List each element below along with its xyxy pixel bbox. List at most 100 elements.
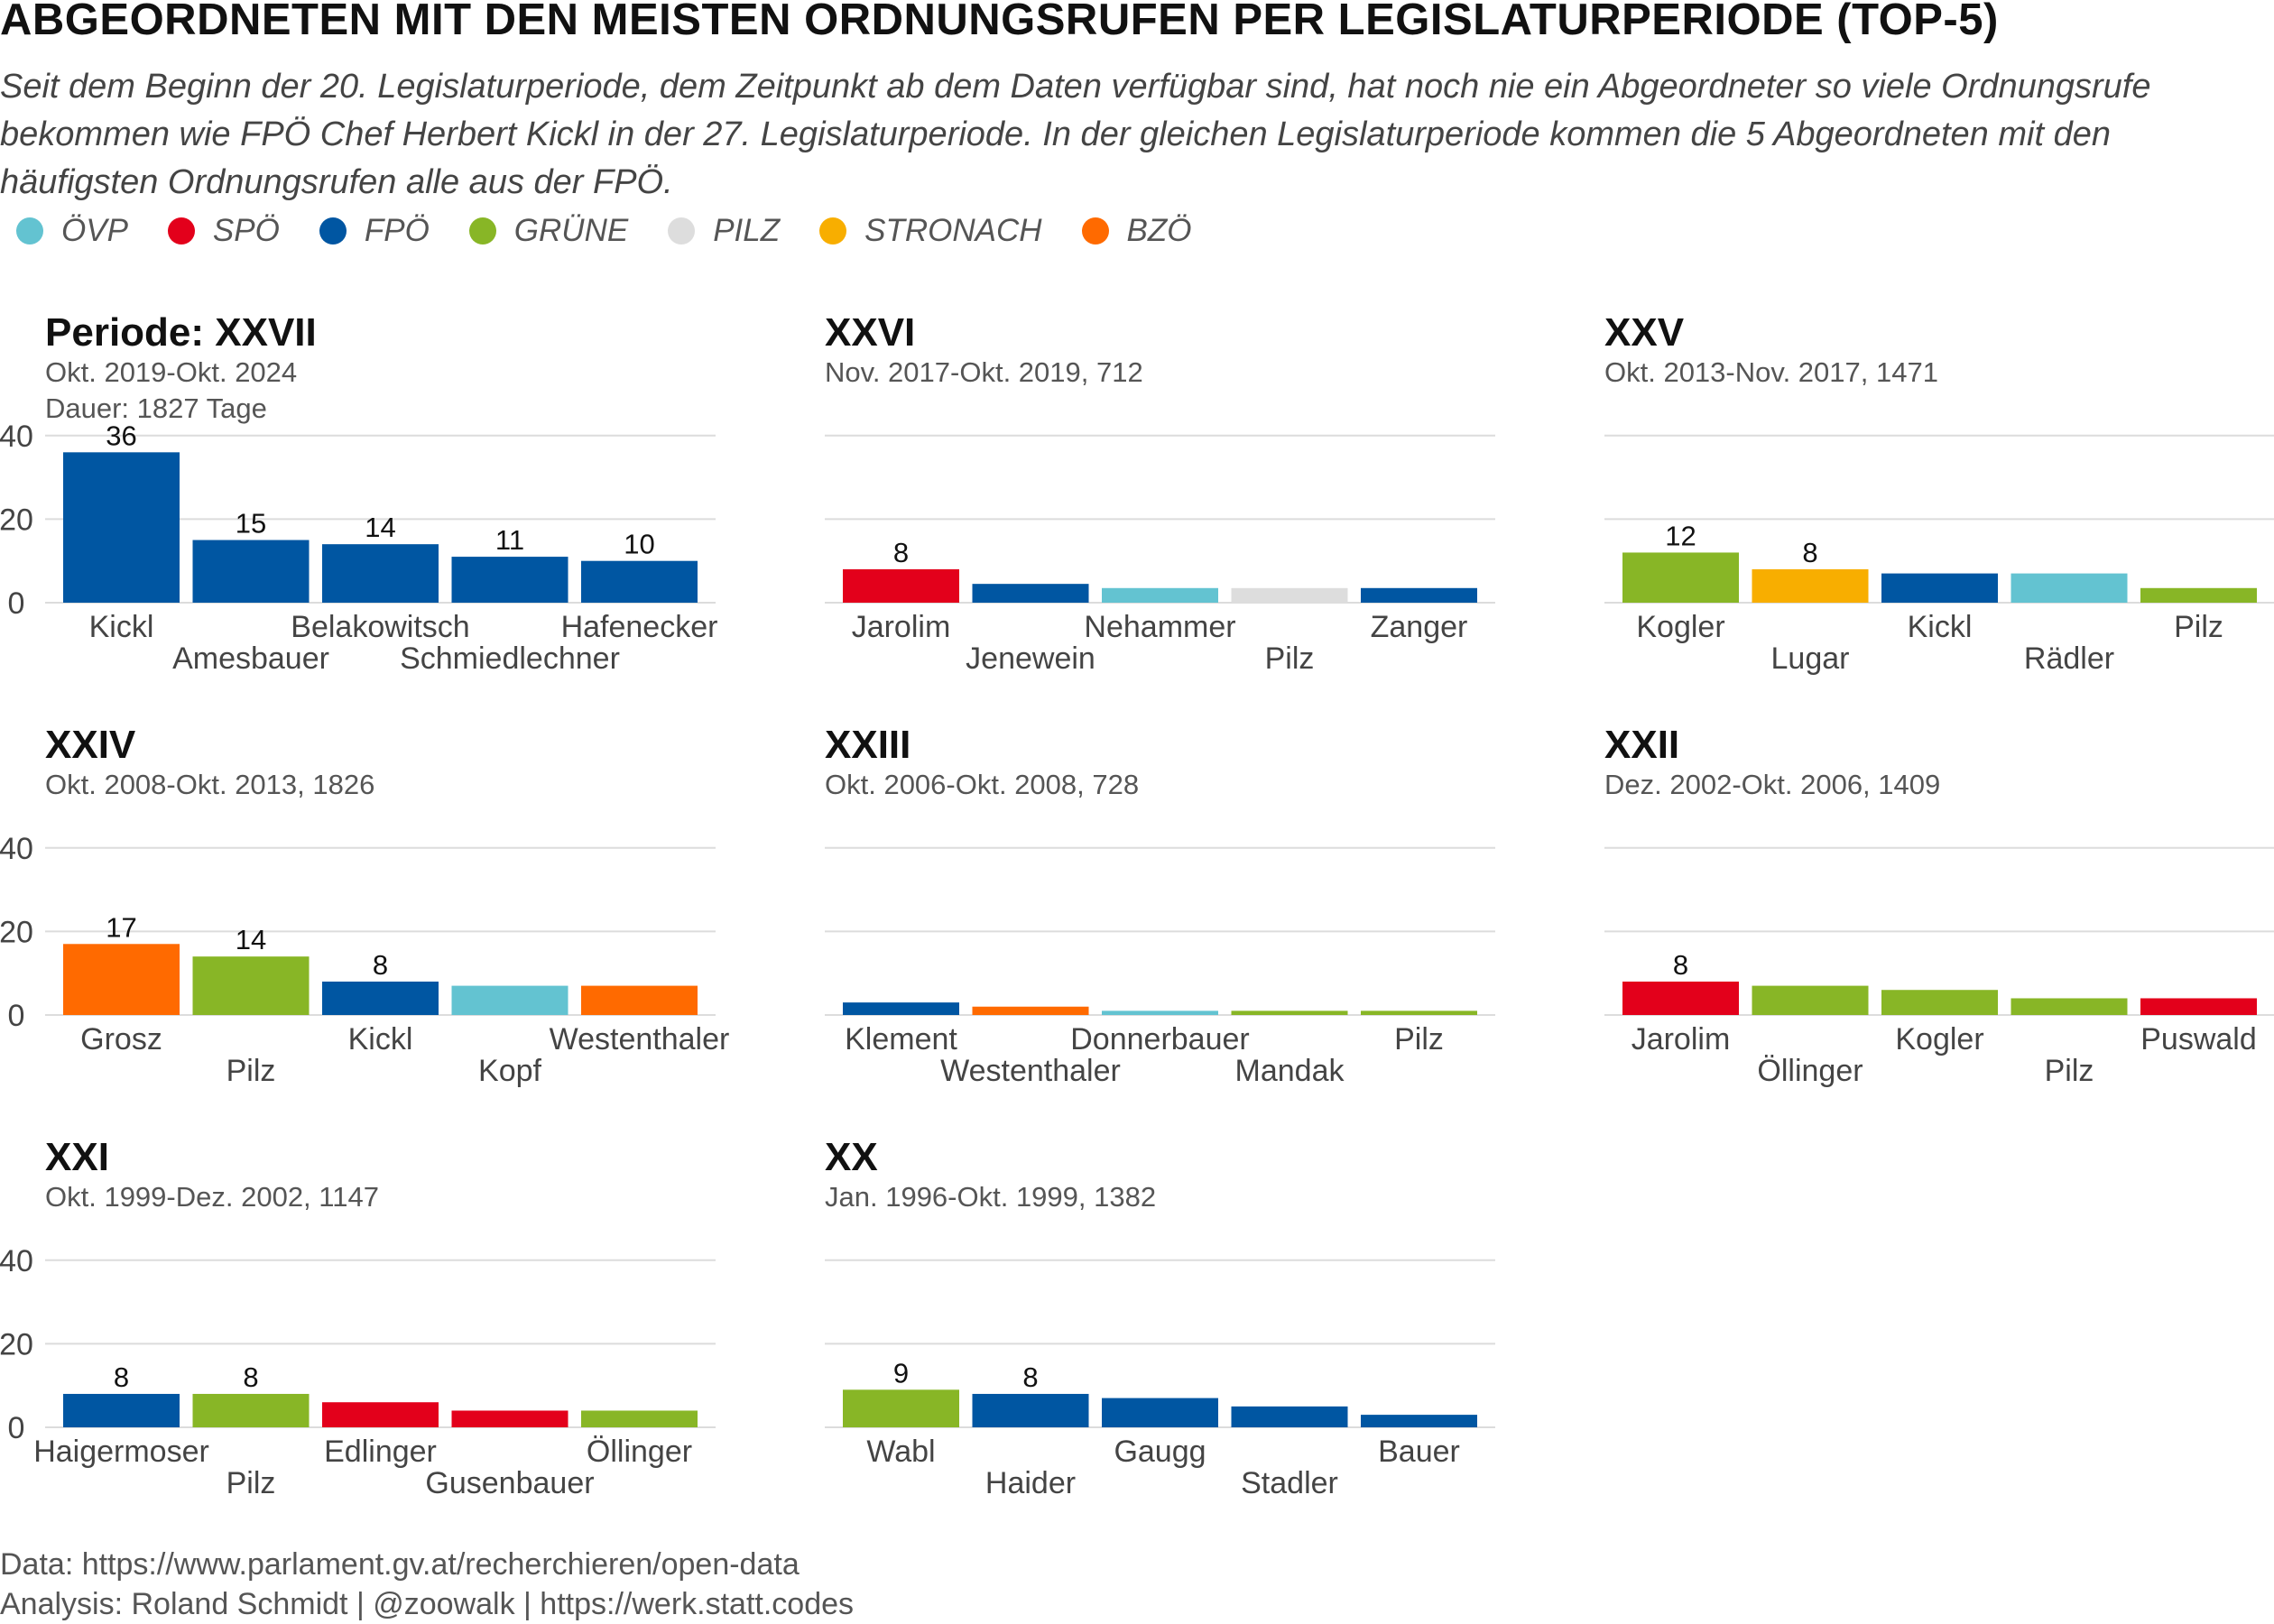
panel-subtitle: Okt. 2019-Okt. 2024 xyxy=(45,356,297,388)
x-tick-label: Westenthaler xyxy=(550,1022,730,1057)
x-tick-label: Öllinger xyxy=(1757,1054,1863,1088)
panel-title: XXIV xyxy=(45,723,136,767)
panel-title: XXII xyxy=(1604,723,1679,767)
caption-data-source: Data: https://www.parlament.gv.at/recher… xyxy=(0,1547,800,1582)
caption-analysis: Analysis: Roland Schmidt | @zoowalk | ht… xyxy=(0,1587,855,1621)
bar-mandak xyxy=(1231,1010,1348,1015)
bar-öllinger xyxy=(1752,985,1869,1015)
y-tick-label: 0 xyxy=(8,586,25,621)
x-tick-label: Haider xyxy=(985,1466,1076,1500)
x-tick-label: Mandak xyxy=(1235,1054,1345,1088)
panel-title: Periode: XXVII xyxy=(45,310,317,355)
x-tick-label: Edlinger xyxy=(324,1435,437,1469)
panel-subtitle: Okt. 2008-Okt. 2013, 1826 xyxy=(45,769,374,800)
y-tick-label: 40 xyxy=(0,1244,33,1278)
x-tick-label: Stadler xyxy=(1241,1466,1338,1500)
bar-jenewein xyxy=(972,584,1089,603)
panel-title: XX xyxy=(825,1135,878,1179)
legend-swatch-bzoe xyxy=(1081,217,1109,245)
bar-öllinger xyxy=(581,1410,698,1427)
panel-subtitle: Okt. 2013-Nov. 2017, 1471 xyxy=(1604,356,1938,388)
y-tick-label: 0 xyxy=(8,999,25,1033)
bar-zanger xyxy=(1361,587,1477,603)
bar-value-label: 17 xyxy=(106,911,136,943)
bar-value-label: 14 xyxy=(365,512,395,543)
legend-swatch-oevp xyxy=(16,217,43,245)
bar-value-label: 9 xyxy=(893,1357,909,1389)
bar-schmiedlechner xyxy=(451,557,568,603)
y-tick-label: 20 xyxy=(0,915,33,949)
panel-subtitle: Okt. 2006-Okt. 2008, 728 xyxy=(825,769,1139,800)
legend-swatch-spoe xyxy=(167,217,195,245)
bar-klement xyxy=(843,1002,959,1015)
bar-rädler xyxy=(2011,573,2128,603)
bar-gaugg xyxy=(1102,1398,1218,1427)
x-tick-label: Grosz xyxy=(80,1022,162,1057)
bar-pilz xyxy=(2011,998,2128,1015)
bar-gusenbauer xyxy=(451,1410,568,1427)
x-tick-label: Öllinger xyxy=(587,1435,692,1469)
bar-pilz xyxy=(1361,1010,1477,1015)
bar-value-label: 8 xyxy=(373,949,388,981)
legend-swatch-stronach xyxy=(819,217,847,245)
bar-value-label: 8 xyxy=(1802,537,1817,568)
chart-subtitle: Seit dem Beginn der 20. Legislaturperiod… xyxy=(0,68,2151,201)
x-tick-label: Klement xyxy=(845,1022,957,1057)
bar-jarolim xyxy=(1622,981,1739,1015)
x-tick-label: Haigermoser xyxy=(33,1435,209,1469)
x-tick-label: Kickl xyxy=(348,1022,413,1057)
bar-value-label: 8 xyxy=(1673,949,1688,981)
legend-item-fpoe: FPÖ xyxy=(319,213,430,249)
caption: Data: https://www.parlament.gv.at/recher… xyxy=(0,1545,854,1624)
bar-grosz xyxy=(63,944,180,1015)
bar-lugar xyxy=(1752,568,1869,603)
bar-westenthaler xyxy=(581,985,698,1015)
bar-value-label: 8 xyxy=(1022,1361,1038,1393)
legend-label-stronach: STRONACH xyxy=(864,213,1042,248)
bar-amesbauer xyxy=(192,540,310,603)
legend-item-gruene: GRÜNE xyxy=(468,213,628,249)
y-tick-label: 20 xyxy=(0,503,33,537)
panel-subtitle: Okt. 1999-Dez. 2002, 1147 xyxy=(45,1181,379,1213)
legend-item-pilz: PILZ xyxy=(668,213,780,249)
bar-stadler xyxy=(1231,1406,1348,1427)
bar-nehammer xyxy=(1102,587,1218,603)
x-tick-label: Jarolim xyxy=(1632,1022,1731,1057)
legend-item-spoe: SPÖ xyxy=(167,213,280,249)
x-tick-label: Nehammer xyxy=(1084,610,1235,644)
bar-hafenecker xyxy=(581,560,698,603)
legend-label-spoe: SPÖ xyxy=(212,213,280,248)
bar-value-label: 15 xyxy=(236,508,266,540)
bar-value-label: 10 xyxy=(624,529,654,560)
legend-swatch-pilz xyxy=(668,217,696,245)
bar-value-label: 8 xyxy=(893,537,909,568)
legend-label-fpoe: FPÖ xyxy=(364,213,430,248)
y-tick-label: 0 xyxy=(8,1411,25,1445)
x-tick-label: Zanger xyxy=(1371,610,1468,644)
bar-value-label: 36 xyxy=(106,420,136,451)
bar-westenthaler xyxy=(972,1006,1089,1015)
y-tick-label: 20 xyxy=(0,1327,33,1361)
x-tick-label: Gaugg xyxy=(1114,1435,1206,1469)
panel-title: XXI xyxy=(45,1135,109,1179)
x-tick-label: Amesbauer xyxy=(172,641,329,676)
bar-pilz xyxy=(2140,587,2257,603)
x-tick-label: Wabl xyxy=(866,1435,935,1469)
x-tick-label: Bauer xyxy=(1378,1435,1460,1469)
bar-haider xyxy=(972,1393,1089,1427)
x-tick-label: Kopf xyxy=(478,1054,541,1088)
x-tick-label: Kogler xyxy=(1895,1022,1983,1057)
legend-item-oevp: ÖVP xyxy=(16,213,128,249)
bar-pilz xyxy=(1231,587,1348,603)
x-tick-label: Jenewein xyxy=(966,641,1095,676)
bar-kickl xyxy=(63,452,180,603)
x-tick-label: Pilz xyxy=(1265,641,1315,676)
y-tick-label: 40 xyxy=(0,420,33,454)
legend-label-pilz: PILZ xyxy=(713,213,781,248)
bar-pilz xyxy=(192,1393,310,1427)
bar-belakowitsch xyxy=(322,544,439,603)
panel-title: XXV xyxy=(1604,310,1685,355)
x-tick-label: Lugar xyxy=(1771,641,1850,676)
panel-subtitle: Jan. 1996-Okt. 1999, 1382 xyxy=(825,1181,1156,1213)
